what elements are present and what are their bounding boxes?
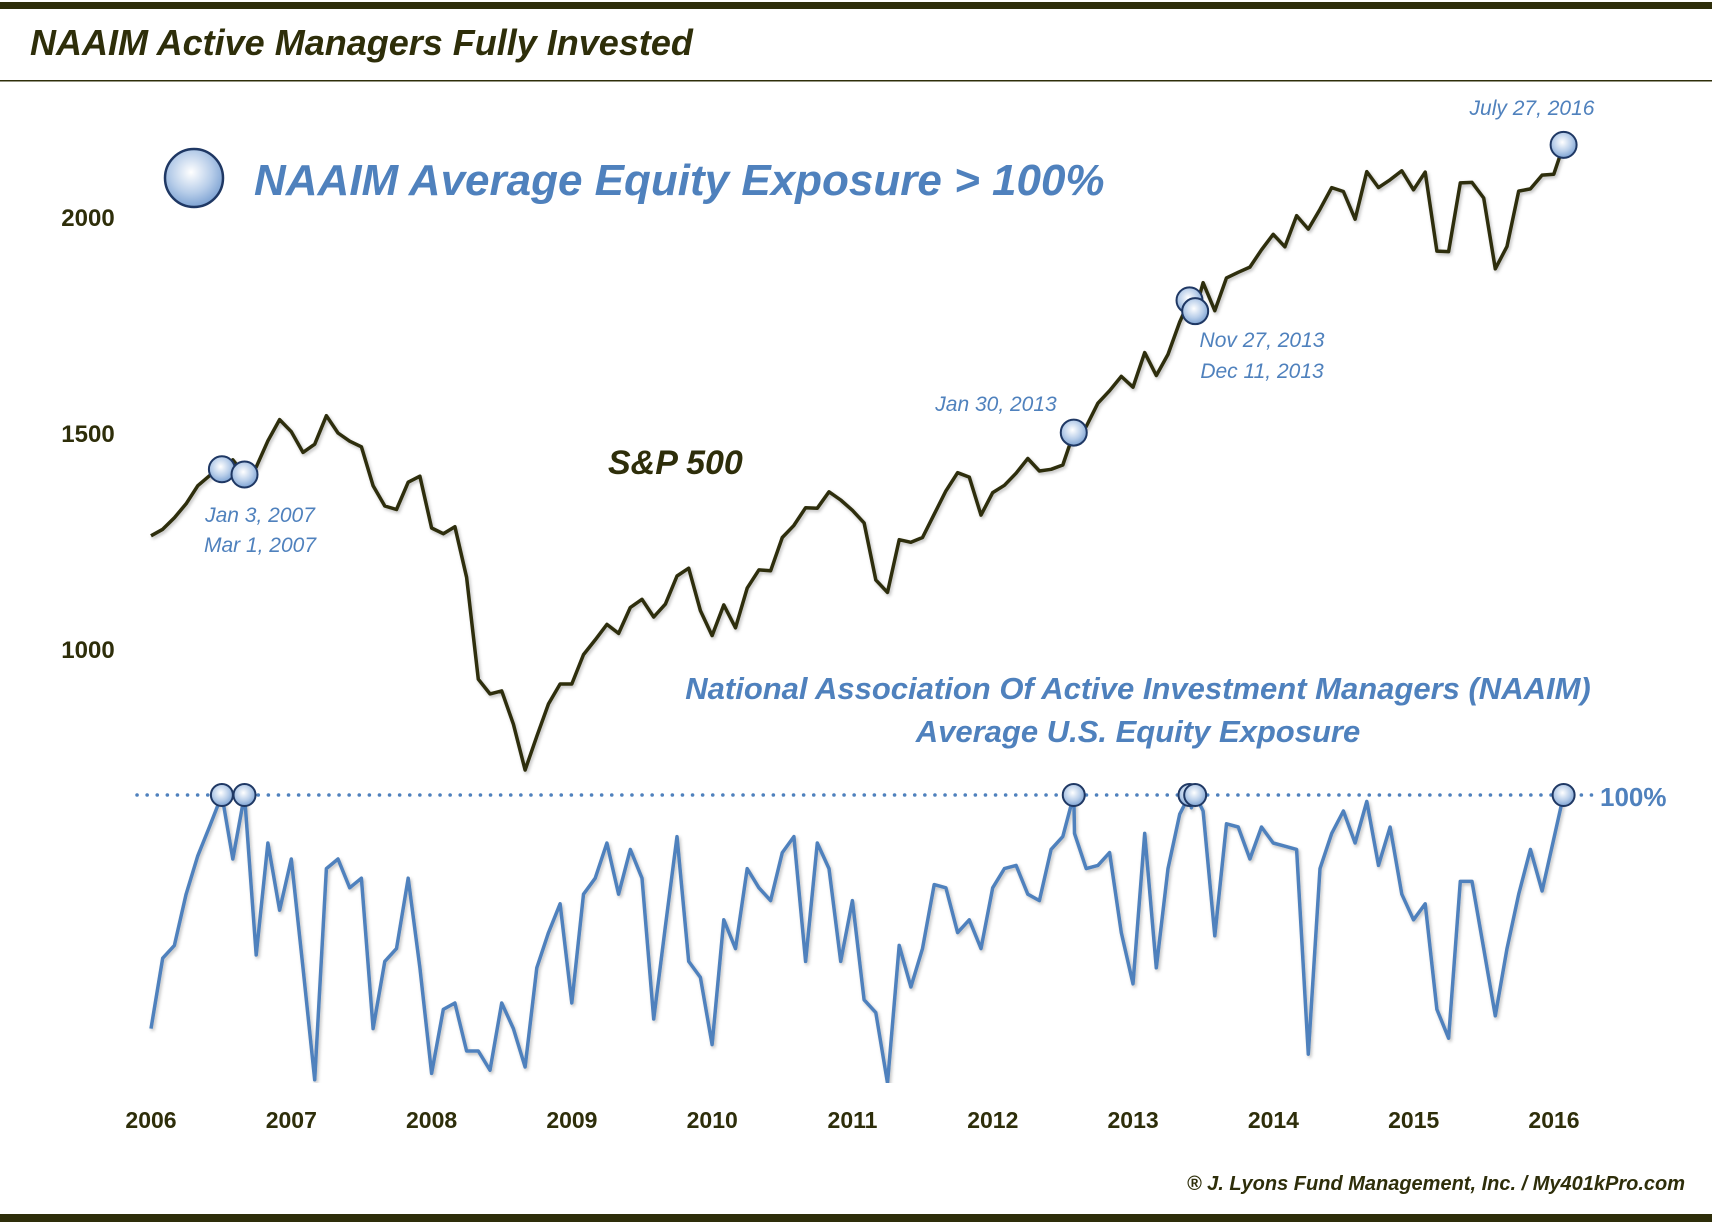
title-divider	[0, 80, 1712, 82]
x-tick-label: 2007	[266, 1107, 317, 1133]
x-tick-label: 2006	[125, 1107, 176, 1133]
sp500-highlight-marker	[1181, 297, 1210, 326]
highlight-date-label: Nov 27, 2013	[1200, 329, 1325, 352]
x-tick-label: 2008	[406, 1107, 457, 1133]
sp500-highlight-marker	[1059, 418, 1088, 447]
highlight-date-label: Mar 1, 2007	[204, 534, 317, 557]
y-tick-label: 2000	[61, 205, 114, 232]
x-axis-ticks: 2006 2007 2008 2009 2010 2011 2012 2013 2014 2015…	[125, 1107, 1579, 1133]
naaim-title-line2: Average U.S. Equity Exposure	[915, 714, 1360, 749]
chart-title: NAAIM Active Managers Fully Invested	[30, 22, 694, 63]
highlight-date-label: Jan 30, 2013	[934, 393, 1057, 416]
x-tick-label: 2013	[1108, 1107, 1159, 1133]
highlight-date-label: Jan 3, 2007	[204, 504, 316, 527]
y-tick-label: 1000	[61, 637, 114, 664]
naaim-highlight-marker	[1183, 783, 1208, 807]
y-axis-ticks: 2000 1500 1000	[61, 205, 114, 664]
legend-label: NAAIM Average Equity Exposure > 100%	[254, 156, 1105, 205]
copyright-credit: ® J. Lyons Fund Management, Inc. / My401…	[1187, 1173, 1685, 1195]
naaim-line	[149, 793, 1566, 1083]
naaim-highlight-marker	[209, 783, 234, 807]
naaim-highlight-marker	[1061, 783, 1086, 807]
x-tick-label: 2009	[546, 1107, 597, 1133]
highlight-date-label: Dec 11, 2013	[1200, 360, 1324, 383]
naaim-highlight-marker	[232, 783, 257, 807]
sp500-highlight-marker	[1549, 130, 1578, 159]
sp500-label: S&P 500	[608, 444, 743, 482]
x-tick-label: 2014	[1248, 1107, 1299, 1133]
highlight-date-label: July 27, 2016	[1469, 97, 1595, 120]
x-tick-label: 2011	[828, 1107, 878, 1133]
sp500-highlight-marker	[230, 460, 259, 489]
highlight-annotations: Jan 3, 2007 Mar 1, 2007 Jan 30, 2013 Nov 27…	[204, 97, 1595, 557]
x-tick-label: 2010	[687, 1107, 738, 1133]
y-tick-label: 1500	[61, 421, 114, 448]
highlight-markers	[207, 130, 1578, 807]
naaim-title-line1: National Association Of Active Investmen…	[685, 671, 1590, 706]
x-tick-label: 2016	[1528, 1107, 1579, 1133]
reference-line-label: 100%	[1600, 782, 1667, 812]
x-tick-label: 2012	[967, 1107, 1018, 1133]
legend-marker-icon	[163, 147, 225, 209]
top-bar	[0, 2, 1712, 9]
sp500-line	[150, 144, 1566, 772]
sp500-highlight-marker	[207, 455, 236, 484]
naaim-highlight-marker	[1551, 783, 1576, 807]
bottom-bar	[0, 1214, 1712, 1222]
x-tick-label: 2015	[1388, 1107, 1439, 1133]
